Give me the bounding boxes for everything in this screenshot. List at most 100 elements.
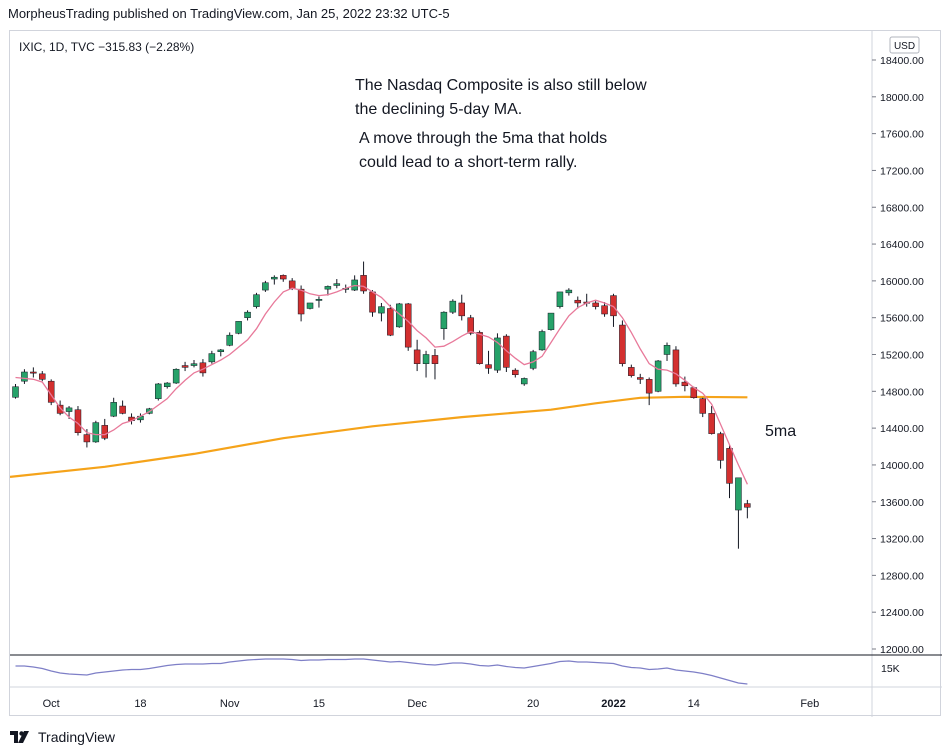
- x-tick-label: Dec: [407, 698, 427, 710]
- candle-body: [360, 275, 367, 292]
- y-tick-label: 12400.00: [880, 607, 924, 619]
- candle-body: [645, 379, 653, 394]
- annotation-line-1: The Nasdaq Composite is also still below: [355, 77, 647, 94]
- candle-body: [288, 280, 296, 289]
- candle-body: [21, 371, 28, 382]
- candle-body: [556, 291, 564, 307]
- candle-body: [155, 383, 162, 399]
- candle-body: [619, 324, 626, 364]
- candle-body: [83, 434, 91, 443]
- candle-body: [387, 308, 394, 336]
- currency-badge-box[interactable]: [889, 36, 920, 54]
- candle-body: [717, 433, 724, 461]
- candle-body: [315, 299, 323, 301]
- y-tick-label: 14800.00: [880, 386, 924, 398]
- candle-body: [324, 286, 332, 290]
- candle-body: [235, 321, 242, 334]
- y-tick-label: 15600.00: [880, 313, 924, 325]
- candle-body: [280, 275, 287, 280]
- x-tick-label: 14: [688, 698, 700, 710]
- candle-body: [708, 413, 715, 434]
- candle-body: [449, 300, 457, 313]
- candle-body: [744, 503, 751, 508]
- candle-body: [547, 312, 555, 330]
- candle-body: [369, 291, 376, 313]
- y-tick-label: 14400.00: [880, 423, 924, 435]
- publish-header: MorpheusTrading published on TradingView…: [8, 6, 450, 21]
- y-tick-label: 16000.00: [880, 276, 924, 288]
- candle-body: [262, 282, 269, 291]
- chart-frame[interactable]: 18400.00 18000.00 17600.00 17200.00 16800.00…: [9, 30, 942, 717]
- candle-body: [565, 289, 573, 294]
- candle-body: [101, 425, 108, 439]
- candle-body: [333, 283, 341, 286]
- candle-body: [306, 302, 314, 309]
- price-axis[interactable]: 18400.00 18000.00 17600.00 17200.00 16800.00…: [872, 55, 924, 656]
- y-tick-label: 12800.00: [880, 570, 924, 582]
- x-tick-label: Feb: [800, 698, 819, 710]
- ma5-layer: [15, 284, 748, 485]
- y-tick-label: 12000.00: [880, 644, 924, 656]
- candle-body: [672, 349, 680, 385]
- candle-body: [253, 294, 260, 307]
- rsi-scale-label: 15K: [881, 663, 900, 675]
- annotation-line-4: could lead to a short-term rally.: [359, 154, 577, 171]
- y-tick-label: 15200.00: [880, 350, 924, 362]
- candle-body: [538, 331, 546, 351]
- candle-body: [163, 382, 171, 387]
- time-axis[interactable]: Oct 18 Nov 15 Dec 20 2022 14 Feb: [43, 698, 820, 710]
- rsi-pane: 15K: [15, 658, 900, 685]
- candle-body: [244, 311, 251, 318]
- candle-body: [476, 332, 483, 364]
- x-tick-label: Oct: [43, 698, 60, 710]
- candle-body: [699, 398, 706, 414]
- candle-body: [30, 371, 37, 374]
- candle-body: [681, 381, 689, 387]
- candle-body: [628, 367, 635, 376]
- candle-body: [39, 373, 46, 380]
- candle-body: [735, 477, 742, 511]
- candle-body: [208, 353, 216, 363]
- footer: TradingView: [10, 727, 115, 747]
- candle-body: [12, 386, 19, 398]
- x-tick-label: 2022: [601, 698, 625, 710]
- candle-body: [458, 302, 465, 317]
- candle-body: [172, 368, 180, 384]
- candle-body: [422, 354, 430, 364]
- candle-body: [271, 276, 278, 280]
- candle-body: [297, 288, 305, 315]
- x-tick-label: 18: [134, 698, 146, 710]
- candle-body: [512, 369, 519, 375]
- currency-badge[interactable]: USD: [894, 41, 915, 52]
- ma200-line: [9, 395, 748, 478]
- ma5-line: [15, 284, 748, 485]
- y-tick-label: 17200.00: [880, 165, 924, 177]
- candle-body: [56, 404, 64, 414]
- candle-body: [119, 405, 126, 414]
- candle-body: [396, 303, 403, 328]
- candle-body: [440, 311, 448, 329]
- candle-body: [413, 349, 421, 364]
- y-tick-label: 18400.00: [880, 55, 924, 67]
- y-tick-label: 14000.00: [880, 460, 924, 472]
- x-tick-label: 20: [527, 698, 539, 710]
- candle-body: [467, 317, 474, 334]
- y-tick-label: 13200.00: [880, 534, 924, 546]
- y-tick-label: 17600.00: [880, 129, 924, 141]
- candle-body: [520, 378, 528, 385]
- x-tick-label: 15: [313, 698, 325, 710]
- candle-body: [663, 345, 671, 355]
- candle-body: [592, 302, 599, 307]
- symbol-info[interactable]: IXIC, 1D, TVC −315.83 (−2.28%): [19, 40, 194, 54]
- candlestick-chart[interactable]: 18400.00 18000.00 17600.00 17200.00 16800.00…: [9, 31, 942, 717]
- y-tick-label: 18000.00: [880, 92, 924, 104]
- candle-body: [485, 364, 492, 369]
- y-tick-label: 13600.00: [880, 497, 924, 509]
- candle-body: [181, 365, 189, 368]
- candle-body: [404, 303, 412, 348]
- ma5-label: 5ma: [765, 423, 796, 440]
- annotation-line-3: A move through the 5ma that holds: [359, 130, 607, 147]
- candles-layer: [12, 261, 751, 549]
- candle-body: [654, 360, 662, 392]
- candle-body: [190, 363, 198, 366]
